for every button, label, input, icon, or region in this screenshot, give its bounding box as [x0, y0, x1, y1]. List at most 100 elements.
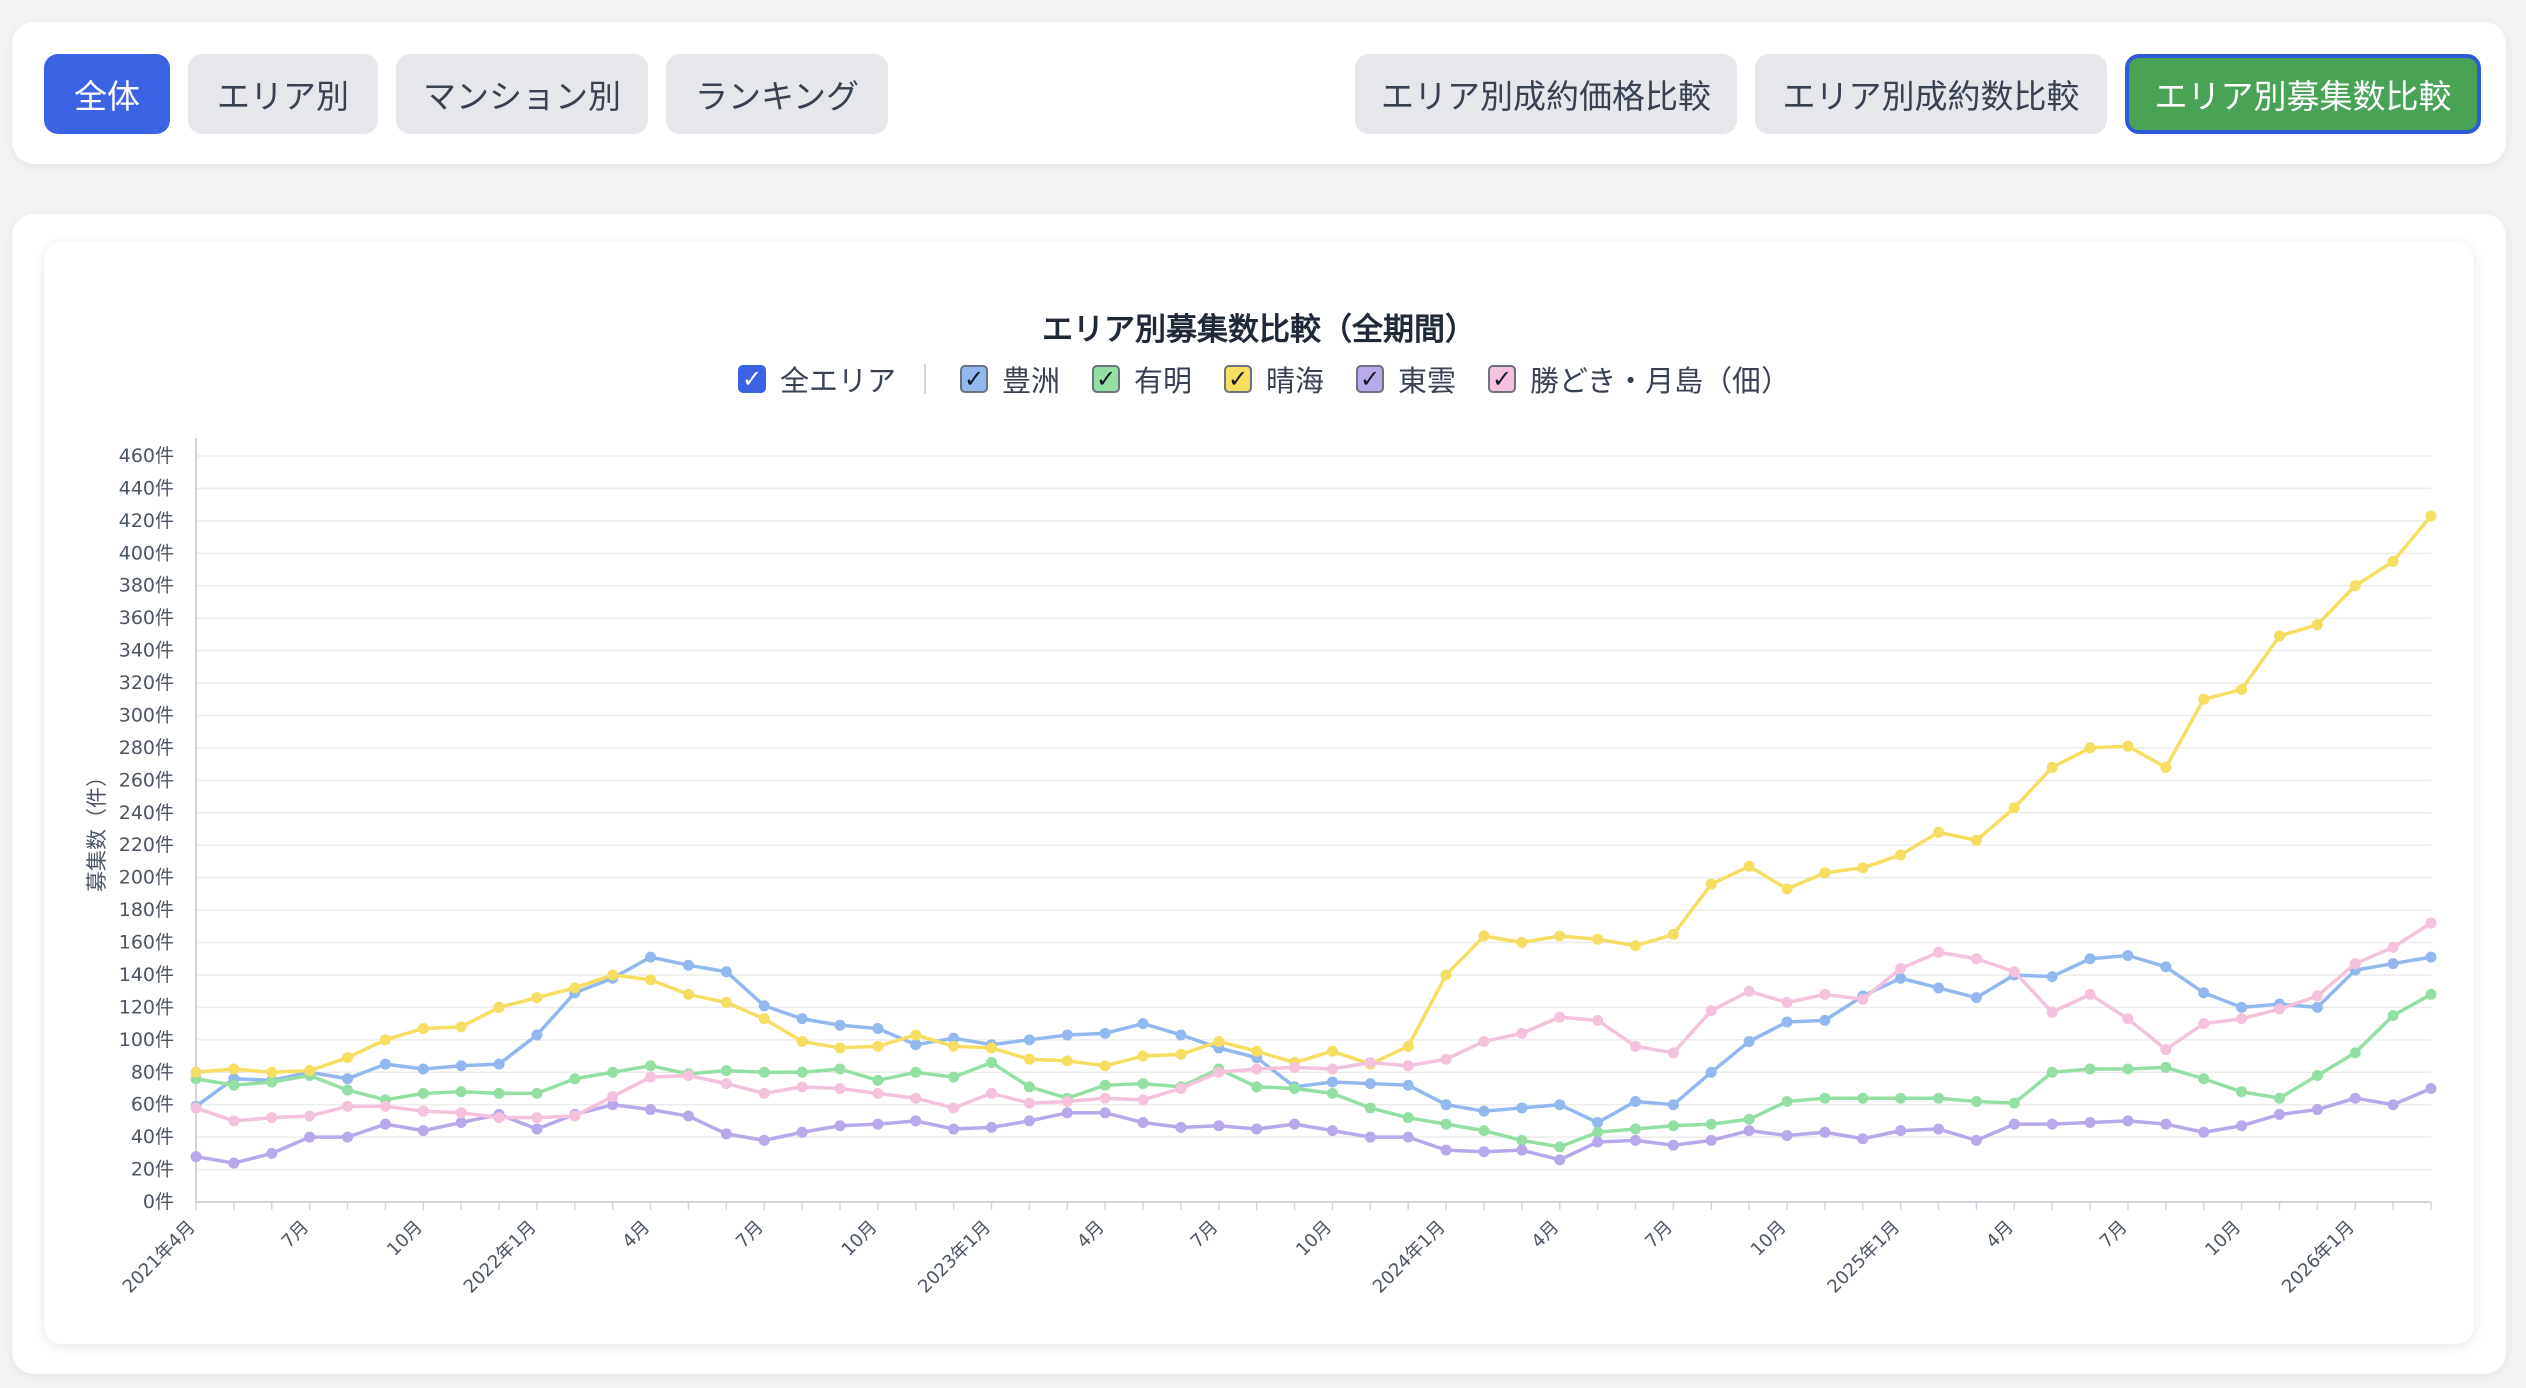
data-point: [1819, 1092, 1831, 1104]
x-tick-label: 10月: [2201, 1217, 2245, 1261]
data-point: [266, 1112, 278, 1124]
data-point: [1933, 946, 1945, 958]
data-point: [379, 1058, 391, 1070]
data-point: [2311, 1001, 2323, 1013]
data-point: [379, 1034, 391, 1046]
data-point: [682, 1070, 694, 1082]
data-point: [1781, 1016, 1793, 1028]
data-point: [948, 1040, 960, 1052]
data-point: [1326, 1087, 1338, 1099]
data-point: [834, 1082, 846, 1094]
legend-item-all-areas[interactable]: ✓ 全エリア: [738, 354, 896, 404]
legend-item-kachidoki-tsukishima[interactable]: ✓ 勝どき・月島（佃）: [1488, 354, 1790, 404]
checkbox-checked-icon[interactable]: ✓: [1356, 365, 1384, 393]
tab-area-listing-count-comparison[interactable]: エリア別募集数比較: [2125, 54, 2481, 134]
data-point: [607, 1099, 619, 1111]
checkbox-checked-icon[interactable]: ✓: [738, 365, 766, 393]
data-point: [1667, 1099, 1679, 1111]
legend-item-harumi[interactable]: ✓ 晴海: [1224, 354, 1324, 404]
checkbox-checked-icon[interactable]: ✓: [960, 365, 988, 393]
data-point: [2198, 1073, 2210, 1085]
data-point: [2349, 1092, 2361, 1104]
data-point: [2008, 966, 2020, 978]
checkbox-checked-icon[interactable]: ✓: [1092, 365, 1120, 393]
checkbox-checked-icon[interactable]: ✓: [1224, 365, 1252, 393]
data-point: [1402, 1131, 1414, 1143]
tab-area-contract-count-comparison[interactable]: エリア別成約数比較: [1755, 54, 2107, 134]
data-point: [910, 1029, 922, 1041]
data-point: [986, 1121, 998, 1133]
legend-item-shinonome[interactable]: ✓ 東雲: [1356, 354, 1456, 404]
data-point: [2008, 802, 2020, 814]
chart-card: エリア別募集数比較（全期間） ✓ 全エリア ✓ 豊洲 ✓ 有明 ✓ 晴海 ✓ 東…: [44, 242, 2474, 1344]
data-point: [1970, 992, 1982, 1004]
data-point: [986, 1042, 998, 1054]
data-point: [1667, 1047, 1679, 1059]
data-point: [986, 1057, 998, 1069]
legend-item-toyosu[interactable]: ✓ 豊洲: [960, 354, 1060, 404]
data-point: [1705, 1066, 1717, 1078]
data-point: [1895, 972, 1907, 984]
data-point: [1933, 1123, 1945, 1135]
series-line: [195, 992, 2432, 1149]
data-point: [2425, 510, 2437, 522]
data-point: [1213, 1066, 1225, 1078]
data-point: [796, 1066, 808, 1078]
series-line: [195, 514, 2433, 1075]
x-tick-label: 10月: [838, 1217, 882, 1261]
data-point: [531, 1112, 543, 1124]
y-tick-label: 240件: [119, 802, 174, 824]
legend-label-ariake: 有明: [1134, 364, 1193, 398]
x-tick-label: 10月: [1747, 1217, 1791, 1261]
data-point: [1857, 993, 1869, 1005]
data-point: [1629, 940, 1641, 952]
data-point: [1061, 1029, 1073, 1041]
data-point: [1364, 1102, 1376, 1114]
data-point: [834, 1120, 846, 1132]
x-tick-label: 4月: [1982, 1217, 2018, 1253]
data-point: [1099, 1107, 1111, 1119]
y-tick-label: 420件: [119, 510, 174, 532]
data-point: [645, 951, 657, 963]
data-point: [834, 1063, 846, 1075]
data-point: [1781, 883, 1793, 895]
data-point: [1629, 1123, 1641, 1135]
data-point: [266, 1076, 278, 1088]
y-tick-label: 280件: [119, 737, 174, 759]
data-point: [417, 1087, 429, 1099]
data-point: [1933, 826, 1945, 838]
tab-by-area[interactable]: エリア別: [188, 54, 378, 134]
checkbox-checked-icon[interactable]: ✓: [1488, 365, 1516, 393]
tab-overall[interactable]: 全体: [44, 54, 170, 134]
data-point: [1705, 1118, 1717, 1130]
data-point: [834, 1019, 846, 1031]
legend-item-ariake[interactable]: ✓ 有明: [1092, 354, 1192, 404]
legend-label-harumi: 晴海: [1266, 364, 1325, 398]
data-point: [758, 1000, 770, 1012]
data-point: [304, 1131, 316, 1143]
data-point: [1175, 1029, 1187, 1041]
y-tick-label: 60件: [131, 1094, 174, 1116]
tab-by-condominium[interactable]: マンション別: [396, 54, 648, 134]
data-point: [2425, 1082, 2437, 1094]
data-point: [1364, 1078, 1376, 1090]
data-point: [1970, 1134, 1982, 1146]
data-point: [1516, 1102, 1528, 1114]
x-tick-label: 2021年4月: [119, 1217, 200, 1298]
x-tick-label: 2022年1月: [460, 1217, 541, 1298]
data-point: [1667, 1120, 1679, 1132]
data-point: [720, 966, 732, 978]
data-point: [493, 1112, 505, 1124]
data-point: [1326, 1045, 1338, 1057]
data-point: [228, 1063, 240, 1075]
tab-area-contract-price-comparison[interactable]: エリア別成約価格比較: [1355, 54, 1737, 134]
tab-ranking[interactable]: ランキング: [666, 54, 888, 134]
data-point: [645, 1104, 657, 1116]
legend-label-toyosu: 豊洲: [1002, 364, 1061, 398]
data-point: [2425, 951, 2437, 963]
data-point: [1743, 1035, 1755, 1047]
data-point: [1137, 1018, 1149, 1030]
data-point: [607, 1091, 619, 1103]
data-point: [796, 1081, 808, 1093]
data-point: [1402, 1040, 1414, 1052]
